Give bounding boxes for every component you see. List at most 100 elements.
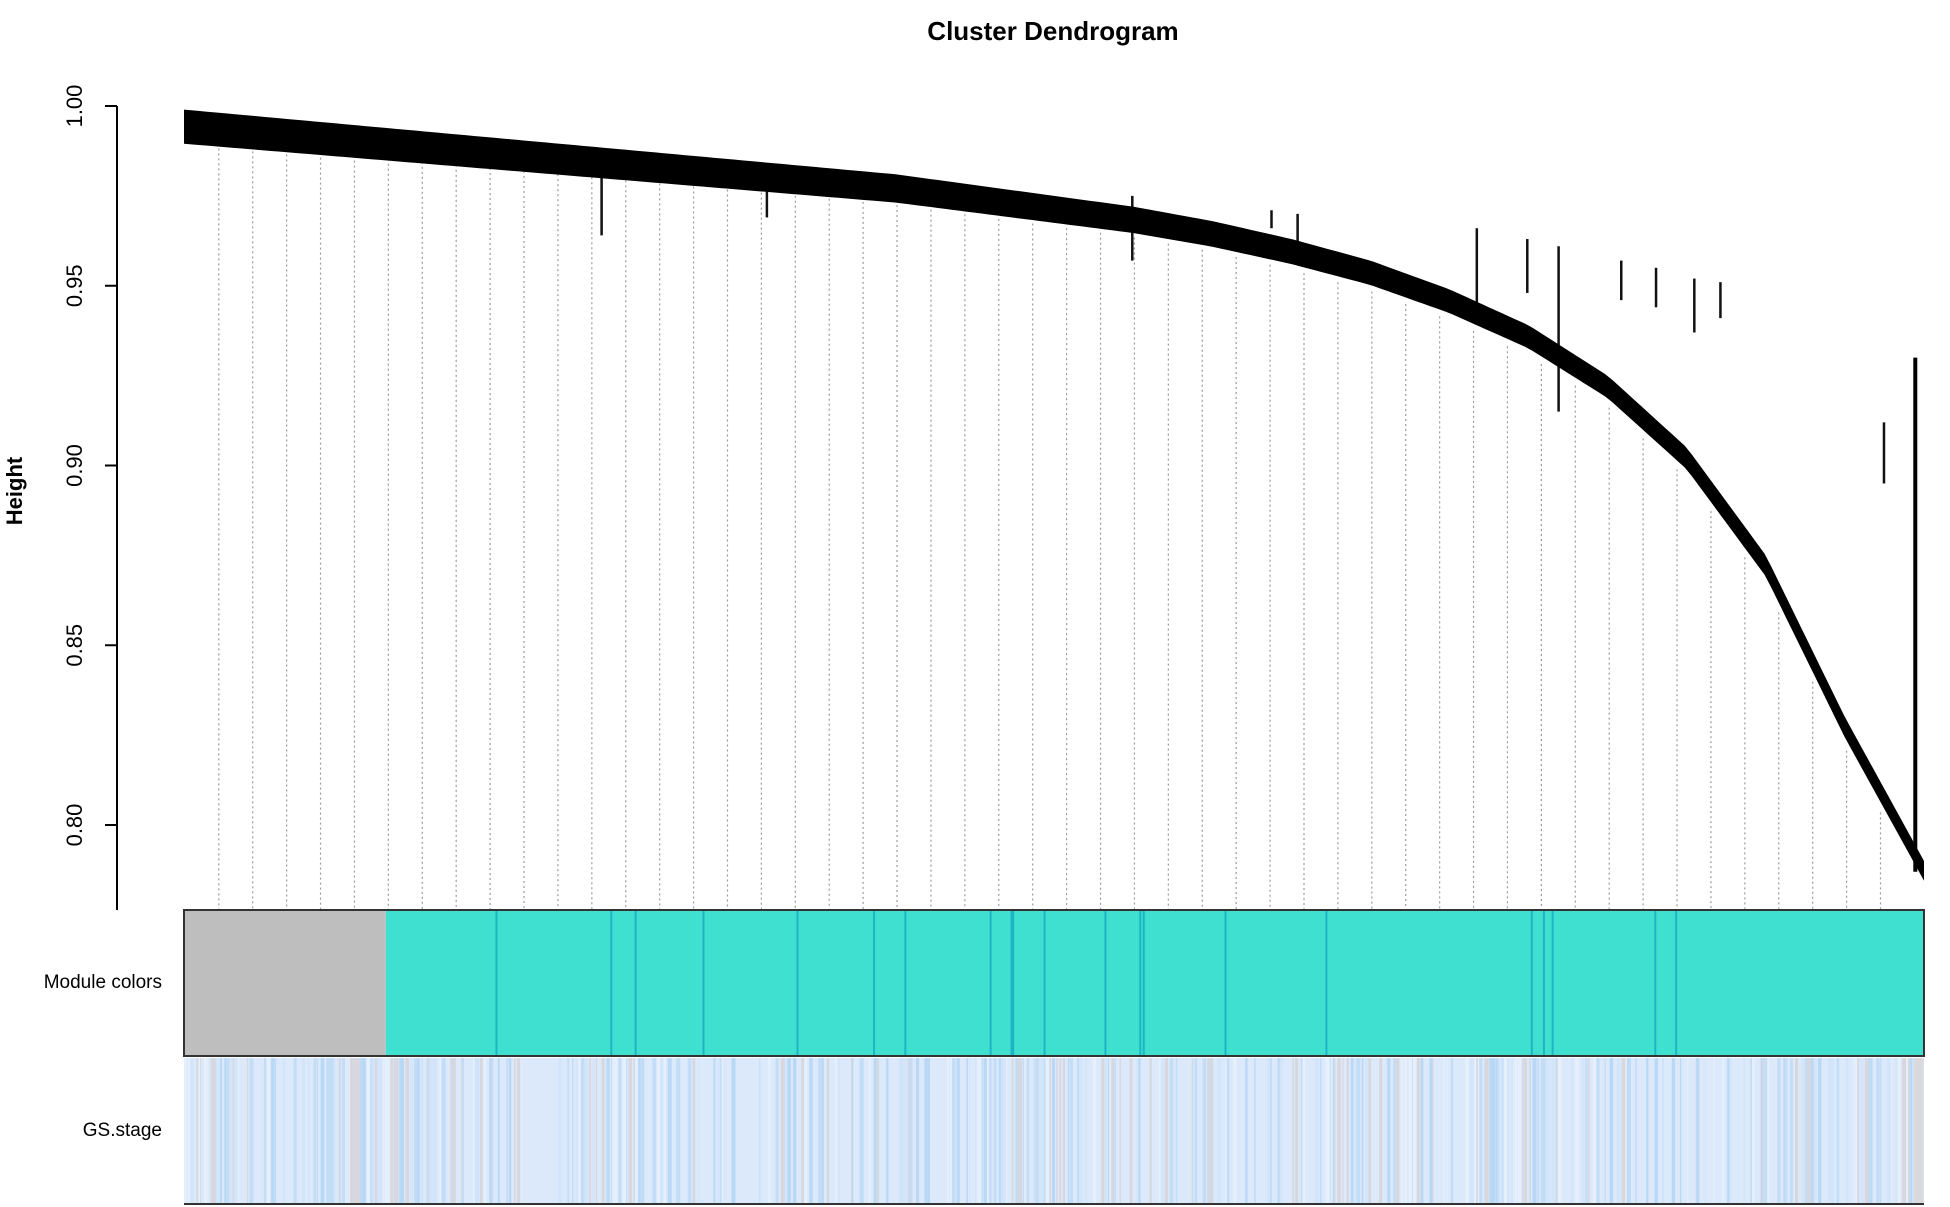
gs-stage-stripe	[1522, 1058, 1524, 1204]
gs-stage-stripe	[915, 1058, 920, 1204]
gs-stage-stripe	[835, 1058, 837, 1204]
gs-stage-stripe	[801, 1058, 804, 1204]
gs-stage-stripe	[1302, 1058, 1306, 1204]
gs-stage-stripe	[1752, 1058, 1755, 1204]
gs-stage-stripe	[1831, 1058, 1835, 1204]
gs-stage-stripe	[1813, 1058, 1817, 1204]
gs-stage-stripe	[377, 1058, 379, 1204]
gs-stage-stripe	[969, 1058, 971, 1204]
gs-stage-stripe	[1477, 1058, 1480, 1204]
gs-stage-stripe	[393, 1058, 398, 1204]
gs-stage-stripe	[473, 1058, 475, 1204]
gs-stage-stripe	[809, 1058, 812, 1204]
gs-stage-stripe	[1557, 1058, 1562, 1204]
gs-stage-stripe	[1176, 1058, 1178, 1204]
gs-stage-stripe	[1412, 1058, 1416, 1204]
gs-stage-stripe	[479, 1058, 483, 1204]
gs-stage-stripe	[1760, 1058, 1764, 1204]
gs-stage-stripe	[1023, 1058, 1025, 1204]
gs-stage-stripe	[1393, 1058, 1396, 1204]
gs-stage-stripe	[720, 1058, 722, 1204]
gs-stage-stripe	[1035, 1058, 1039, 1204]
gs-stage-stripe	[234, 1058, 236, 1204]
gs-stage-stripe	[886, 1058, 889, 1204]
gs-stage-stripe	[1233, 1058, 1237, 1204]
gs-stage-stripe	[1400, 1058, 1404, 1204]
gs-stage-stripe	[818, 1058, 823, 1204]
module-color-segment	[385, 911, 1925, 1055]
gs-stage-stripe	[652, 1058, 654, 1204]
gs-stage-stripe	[877, 1058, 879, 1204]
gs-stage-stripe	[1292, 1058, 1294, 1204]
gs-stage-stripe	[354, 1058, 357, 1204]
leaf-lines	[218, 143, 1882, 910]
gs-stage-stripe	[374, 1058, 379, 1204]
gs-stage-stripe	[184, 1058, 187, 1204]
gs-stage-stripe	[350, 1058, 355, 1204]
gs-stage-stripe	[1277, 1058, 1281, 1204]
gs-stage-stripe	[575, 1058, 578, 1204]
gs-stage-stripe	[1537, 1058, 1540, 1204]
gs-stage-stripe	[1750, 1058, 1753, 1204]
gs-stage-stripe	[989, 1058, 992, 1204]
gs-stage-stripe	[1043, 1058, 1046, 1204]
gs-stage-stripe	[1067, 1058, 1070, 1204]
gs-stage-stripe	[413, 1058, 418, 1204]
gs-stage-stripe	[618, 1058, 621, 1204]
gs-stage-stripe	[1366, 1058, 1371, 1204]
gs-stage-stripe	[1628, 1058, 1631, 1204]
gs-stage-stripe	[1135, 1058, 1138, 1204]
module-color-stripe	[610, 911, 613, 1055]
gs-stage-stripe	[667, 1058, 672, 1204]
gs-stage-stripe	[215, 1058, 220, 1204]
gs-stage-stripe	[859, 1058, 862, 1204]
gs-stage-stripe	[1017, 1058, 1020, 1204]
gs-stage-stripe	[1332, 1058, 1335, 1204]
gs-stage-stripe	[898, 1058, 903, 1204]
gs-stage-stripe	[1114, 1058, 1116, 1204]
gs-stage-stripe	[868, 1058, 871, 1204]
gs-stage-stripe	[433, 1058, 436, 1204]
gs-stage-stripe	[1801, 1058, 1805, 1204]
gs-stage-stripe	[362, 1058, 366, 1204]
gs-stage-stripe	[1169, 1058, 1173, 1204]
gs-stage-stripe	[1429, 1058, 1433, 1204]
gs-stage-stripe	[461, 1058, 464, 1204]
gs-stage-stripe	[235, 1058, 238, 1204]
gs-stage-stripe	[230, 1058, 232, 1204]
gs-stage-stripe	[1616, 1058, 1621, 1204]
gs-stage-stripe	[1570, 1058, 1573, 1204]
gs-stage-stripe	[589, 1058, 592, 1204]
gs-stage-stripe	[838, 1058, 841, 1204]
gs-stage-stripe	[322, 1058, 325, 1204]
gs-stage-stripe	[337, 1058, 340, 1204]
gs-stage-stripe	[1450, 1058, 1454, 1204]
gs-stage-stripe	[517, 1058, 521, 1204]
gs-stage-stripe	[1784, 1058, 1786, 1204]
gs-stage-stripe	[210, 1058, 212, 1204]
gs-stage-stripe	[949, 1058, 952, 1204]
y-tick-label: 0.80	[62, 804, 87, 847]
gs-stage-stripe	[1038, 1058, 1041, 1204]
gs-stage-stripe	[946, 1058, 950, 1204]
gs-stage-stripe	[1587, 1058, 1590, 1204]
gs-stage-stripe	[226, 1058, 230, 1204]
y-axis-label: Height	[2, 456, 27, 525]
gs-stage-stripe	[977, 1058, 982, 1204]
gs-stage-stripe	[567, 1058, 570, 1204]
module-color-stripe	[1542, 911, 1545, 1055]
gs-stage-stripe	[405, 1058, 409, 1204]
gs-stage-stripe	[759, 1058, 761, 1204]
gs-stage-stripe	[218, 1058, 220, 1204]
gs-stage-stripe	[1499, 1058, 1503, 1204]
gs-stage-stripe	[1546, 1058, 1551, 1204]
gs-stage-stripe	[430, 1058, 434, 1204]
gs-stage-stripe	[713, 1058, 716, 1204]
gs-stage-stripe	[601, 1058, 605, 1204]
gs-stage-stripe	[1431, 1058, 1434, 1204]
gs-stage-stripe	[956, 1058, 960, 1204]
gs-stage-stripe	[1337, 1058, 1341, 1204]
gs-stage-stripe	[475, 1058, 478, 1204]
y-tick-label: 1.00	[62, 85, 87, 128]
